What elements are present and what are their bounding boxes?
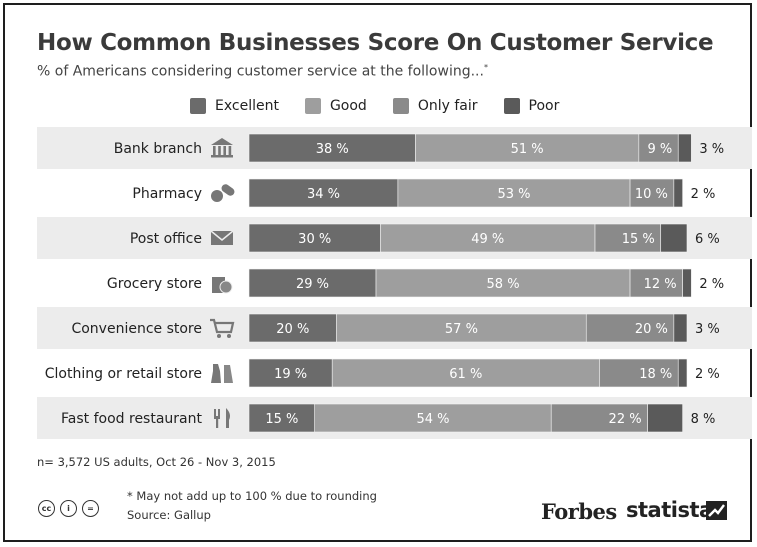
category-label: Clothing or retail store [45,366,202,382]
data-label: 20 % [276,322,309,337]
bar-segment [248,313,337,343]
bar-segment [331,358,600,388]
data-label: 18 % [639,367,672,382]
data-label: 19 % [274,367,307,382]
data-label-outside: 6 % [695,232,720,247]
bar-segment [314,403,552,433]
bar-segment [673,313,688,343]
legend-item: Poor [503,98,560,114]
bar-segment [248,268,377,298]
attribution-icon: i [60,500,77,517]
category-label: Bank branch [114,141,202,157]
bar-segment [638,133,679,163]
statista-logo: statista [626,498,713,522]
bar-segment [380,223,596,253]
data-label: 34 % [307,187,340,202]
bar-segment [682,268,692,298]
category-label: Fast food restaurant [61,411,202,427]
data-label-outside: 3 % [699,142,724,157]
data-label: 15 % [622,232,655,247]
bar-segment [677,358,688,388]
legend-swatch [392,98,409,114]
data-label: 10 % [635,187,668,202]
bar-segment [594,223,662,253]
fork-knife-icon [214,408,230,428]
pills-icon [211,184,235,202]
forbes-logo: Forbes [541,499,617,524]
bar-segment [629,178,675,208]
category-label: Convenience store [71,321,202,337]
bar-segment [248,358,333,388]
bar-segment [248,223,381,253]
data-label: 12 % [644,277,677,292]
legend-label: Excellent [215,98,279,114]
bar-segment [415,133,640,163]
data-label: 54 % [416,412,449,427]
legend-swatch [190,98,206,114]
bar-segment [397,178,631,208]
bar-segment [248,133,416,163]
data-label: 49 % [471,232,504,247]
legend-label: Poor [528,98,560,114]
sample-note: n= 3,572 US adults, Oct 26 - Nov 3, 2015 [37,455,276,469]
bar-segment [647,403,683,433]
bar-segment [673,178,683,208]
bar-segment [599,358,679,388]
data-label: 51 % [511,142,544,157]
data-label-outside: 3 % [695,322,720,337]
data-label: 15 % [265,412,298,427]
bar-segment [248,403,315,433]
chart-title: How Common Businesses Score On Customer … [37,30,714,56]
data-label: 38 % [316,142,349,157]
bar-segment [585,313,675,343]
license-icons: cc i = [38,500,104,517]
data-label-outside: 8 % [691,412,716,427]
data-label: 57 % [445,322,478,337]
data-label: 29 % [296,277,329,292]
chart-subtitle: % of Americans considering customer serv… [37,63,488,80]
category-label: Grocery store [107,276,202,292]
legend-item: Only fair [392,98,478,114]
bar-segment [629,268,683,298]
bar-segment [550,403,648,433]
no-derivatives-icon: = [82,500,99,517]
legend-label: Good [329,98,367,114]
data-label: 61 % [449,367,482,382]
data-label: 30 % [298,232,331,247]
creative-commons-icon: cc [38,500,55,517]
legend-swatch [304,98,321,114]
data-label: 53 % [497,187,530,202]
envelope-icon [210,230,234,245]
legend-swatch [503,98,520,114]
statista-mark-icon [706,501,727,520]
data-label: 9 % [647,142,672,157]
category-label: Pharmacy [132,186,202,202]
subtitle-text: % of Americans considering customer serv… [37,63,484,80]
legend-label: Only fair [417,98,478,114]
legend: Excellent Good Only fair Poor [190,96,585,116]
bank-icon [211,138,233,158]
clothing-icon [211,364,233,383]
source-note: Source: Gallup [127,508,211,522]
shopping-cart-icon [210,318,235,338]
data-label: 58 % [487,277,520,292]
bar-segment [677,133,692,163]
category-label: Post office [130,231,202,247]
bar-segment [336,313,587,343]
data-label-outside: 2 % [695,367,720,382]
subtitle-footnote-mark: * [483,63,488,72]
bar-segment [660,223,688,253]
data-label-outside: 2 % [691,187,716,202]
legend-item: Good [304,98,367,114]
rounding-footnote: * May not add up to 100 % due to roundin… [127,489,377,503]
data-label: 20 % [635,322,668,337]
bar-segment [375,268,631,298]
data-label: 22 % [609,412,642,427]
stacked-bar-chart: Bank branch 38 % 51 % 9 % 3 % Pharmacy 34 % 53 … [37,127,752,439]
data-label-outside: 2 % [699,277,724,292]
grocery-bag-icon [212,277,233,294]
legend-item: Excellent [190,98,279,114]
